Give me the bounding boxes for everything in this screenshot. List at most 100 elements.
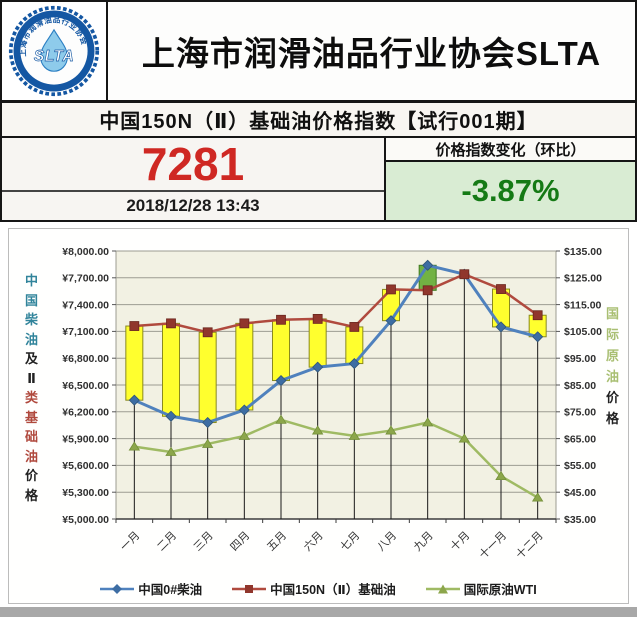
header-row: 上海市润滑油品行业协会 SLTA 上海市润滑油品行业协会SLTA xyxy=(2,2,635,103)
diesel-marker xyxy=(312,361,324,373)
spread-bar xyxy=(198,331,217,424)
diesel-marker xyxy=(165,410,177,422)
right-axis-title-char: 际 xyxy=(605,327,619,342)
price-chart-canvas: ¥8,000.00 $135.00 ¥7,700.00 $125.00 ¥7,400.0… xyxy=(62,246,602,562)
right-axis-tick-label: $135.00 xyxy=(564,246,602,258)
change-value: -3.87% xyxy=(386,162,635,220)
left-axis-tick-label: ¥7,100.00 xyxy=(62,326,109,338)
wti-line xyxy=(134,418,539,499)
right-axis-tick-label: $105.00 xyxy=(564,326,602,338)
right-axis-title-char: 格 xyxy=(605,411,619,426)
right-axis-tick-label: $95.00 xyxy=(564,353,596,365)
legend-square-icon xyxy=(232,584,267,593)
header-table: 上海市润滑油品行业协会 SLTA 上海市润滑油品行业协会SLTA 中国150N（… xyxy=(0,0,637,222)
right-axis-tick-label: $65.00 xyxy=(564,433,596,445)
left-axis-tick-label: ¥5,900.00 xyxy=(62,433,109,445)
left-axis-title-char: Ⅱ xyxy=(27,370,36,386)
baseoil-marker xyxy=(532,310,543,321)
month-label: 十一月 xyxy=(476,528,509,561)
baseoil-marker xyxy=(166,318,176,329)
wti-marker xyxy=(128,441,141,451)
right-axis-title-char: 国 xyxy=(605,306,619,321)
baseoil-marker xyxy=(276,314,286,325)
wti-marker xyxy=(165,446,177,456)
legend-item: 国际原油WTI xyxy=(425,579,537,598)
left-axis-tick-label: ¥7,700.00 xyxy=(62,273,109,285)
left-axis-title-char: 油 xyxy=(25,331,39,347)
chart-legend: 中国0#柴油 中国150N（Ⅱ）基础油 国际原油WTI xyxy=(9,579,628,598)
left-axis-tick-label: ¥6,500.00 xyxy=(62,380,109,392)
left-axis-title-char: 格 xyxy=(25,487,39,503)
baseoil-marker xyxy=(496,284,506,294)
left-axis-tick-label: ¥6,200.00 xyxy=(62,407,109,419)
baseoil-marker xyxy=(239,318,250,329)
baseoil-marker xyxy=(422,285,433,296)
left-axis-title-char: 础 xyxy=(25,429,39,444)
left-axis-title-char: 国 xyxy=(25,292,39,308)
baseoil-marker xyxy=(459,269,470,280)
month-label: 七月 xyxy=(338,529,363,554)
index-info-table: 7281 2018/12/28 13:43 价格指数变化（环比） -3.87% xyxy=(2,138,635,220)
wti-marker xyxy=(348,430,361,440)
left-axis-title-char: 类 xyxy=(25,390,39,405)
baseoil-marker xyxy=(129,321,140,331)
month-label: 八月 xyxy=(375,530,399,554)
legend-triangle-icon xyxy=(425,584,460,593)
left-axis-tick-label: ¥5,600.00 xyxy=(62,460,109,472)
diesel-line xyxy=(133,263,539,425)
left-axis-title-char: 柴 xyxy=(25,312,39,327)
left-axis-title-char: 中 xyxy=(25,273,39,288)
legend-label: 中国150N（Ⅱ）基础油 xyxy=(270,583,396,597)
month-label: 十二月 xyxy=(513,528,546,561)
right-axis-tick-label: $55.00 xyxy=(564,460,596,472)
diesel-marker xyxy=(238,404,250,416)
month-label: 九月 xyxy=(411,529,436,554)
diesel-marker xyxy=(532,331,544,343)
slta-logo: 上海市润滑油品行业协会 SLTA xyxy=(2,2,108,100)
baseoil-line xyxy=(134,272,539,334)
legend-diamond-icon xyxy=(100,583,135,594)
wti-marker xyxy=(311,425,324,435)
left-axis-title-char: 及 xyxy=(25,351,39,366)
right-axis-tick-label: $75.00 xyxy=(564,407,596,419)
month-label: 二月 xyxy=(155,530,179,554)
page-title: 上海市润滑油品行业协会SLTA xyxy=(141,35,602,72)
month-label: 五月 xyxy=(265,530,289,554)
diesel-marker xyxy=(495,321,507,333)
left-axis-tick-label: ¥5,300.00 xyxy=(62,487,109,499)
right-axis-title: 国际原油价格 xyxy=(606,303,619,429)
wti-marker xyxy=(531,492,544,502)
change-label: 价格指数变化（环比） xyxy=(386,138,635,162)
left-axis-tick-label: ¥6,800.00 xyxy=(62,353,109,365)
header-title-cell: 上海市润滑油品行业协会SLTA xyxy=(108,2,635,100)
left-axis-title-char: 油 xyxy=(25,448,39,464)
index-change-cell: 价格指数变化（环比） -3.87% xyxy=(386,138,635,220)
index-value: 7281 xyxy=(2,138,384,192)
baseoil-marker xyxy=(312,313,323,324)
left-axis-tick-label: ¥5,000.00 xyxy=(62,514,109,526)
diesel-marker xyxy=(385,315,397,327)
right-axis-tick-label: $85.00 xyxy=(564,380,596,392)
left-axis-title-char: 价 xyxy=(25,468,39,483)
legend-label: 国际原油WTI xyxy=(463,583,537,597)
wti-marker xyxy=(201,438,214,448)
left-axis-title-char: 基 xyxy=(25,409,39,425)
month-label: 四月 xyxy=(228,530,252,554)
diesel-marker xyxy=(348,357,360,370)
diesel-marker xyxy=(275,374,287,387)
wti-marker xyxy=(495,470,507,481)
right-axis-tick-label: $45.00 xyxy=(564,487,596,499)
slta-logo-icon: 上海市润滑油品行业协会 SLTA xyxy=(8,5,100,97)
spread-bar xyxy=(125,325,144,401)
diesel-marker xyxy=(422,259,434,271)
month-label: 六月 xyxy=(301,529,326,554)
legend-item: 中国0#柴油 xyxy=(100,579,202,598)
right-axis-tick-label: $115.00 xyxy=(564,299,602,311)
right-axis-tick-label: $125.00 xyxy=(564,273,602,285)
left-axis-tick-label: ¥8,000.00 xyxy=(62,246,109,258)
spread-bar xyxy=(235,322,254,411)
month-label: 十月 xyxy=(447,528,472,553)
wti-marker xyxy=(421,417,434,427)
